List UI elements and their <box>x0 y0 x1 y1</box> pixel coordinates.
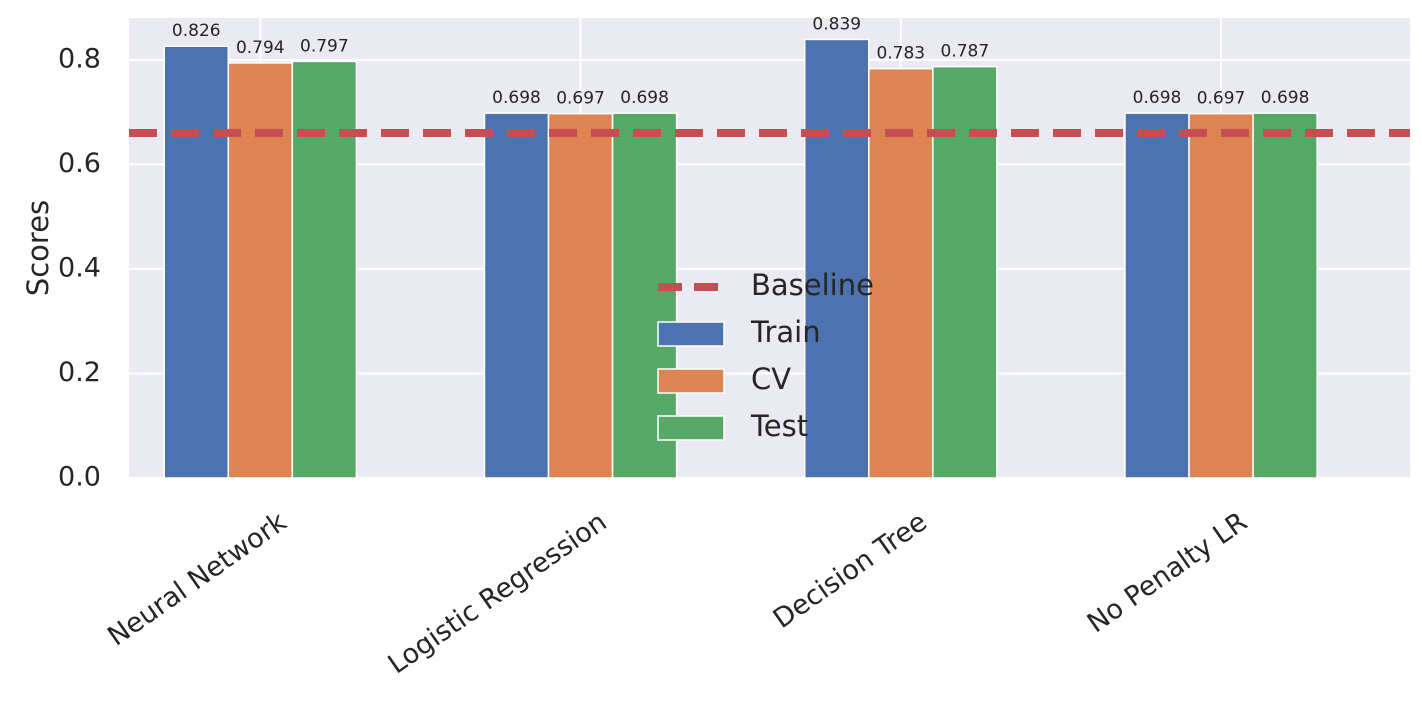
bar-value-label: 0.826 <box>172 21 221 41</box>
y-tick-label: 0.4 <box>58 252 101 283</box>
legend-baseline-label: Baseline <box>751 268 874 302</box>
legend-swatch-train <box>657 321 725 347</box>
legend-swatch-test <box>657 415 725 441</box>
x-tick-label: Decision Tree <box>768 506 933 635</box>
legend-swatch-cv <box>657 368 725 394</box>
bar-value-label: 0.783 <box>876 44 925 64</box>
bar-cv <box>227 62 294 479</box>
bar-value-label: 0.697 <box>556 89 605 109</box>
bar-train <box>163 45 230 479</box>
bar-value-label: 0.787 <box>941 42 990 62</box>
data-labels: 0.826 0.698 0.839 0.698 0.794 0.697 0.783 0.697… <box>172 14 1310 108</box>
bar-value-label: 0.697 <box>1197 89 1246 109</box>
bar-test <box>291 60 358 479</box>
bar-train <box>803 38 870 479</box>
bar-value-label: 0.698 <box>1133 88 1182 108</box>
legend-label-train: Train <box>750 315 821 349</box>
legend-label-test: Test <box>750 409 808 443</box>
legend: Baseline Train CV Test <box>657 268 874 443</box>
y-tick-label: 0.8 <box>58 43 101 74</box>
bar-test <box>1252 112 1318 479</box>
bar-train <box>483 112 550 479</box>
bar-value-label: 0.698 <box>492 88 541 108</box>
bar-cv <box>547 112 614 479</box>
y-axis-label: Scores <box>21 200 55 296</box>
bar-value-label: 0.698 <box>1261 88 1310 108</box>
bar-cv <box>1188 112 1254 479</box>
y-tick-label: 0.6 <box>58 148 101 179</box>
bar-train <box>1124 112 1190 479</box>
x-tick-label: No Penalty LR <box>1082 506 1253 639</box>
bar-value-label: 0.839 <box>812 14 861 34</box>
x-axis-ticks: Neural Network Logistic Regression Decisio… <box>102 506 1253 680</box>
x-tick-label: Neural Network <box>102 506 292 652</box>
y-tick-label: 0.0 <box>58 462 101 493</box>
legend-label-cv: CV <box>751 362 791 396</box>
y-axis-ticks: 0.0 0.2 0.4 0.6 0.8 <box>58 43 101 492</box>
bar-value-label: 0.698 <box>620 88 669 108</box>
bar-value-label: 0.797 <box>300 36 349 56</box>
bar-value-label: 0.794 <box>236 38 285 58</box>
x-tick-label: Logistic Regression <box>383 506 613 680</box>
y-tick-label: 0.2 <box>58 357 101 388</box>
bar-test <box>932 65 998 479</box>
